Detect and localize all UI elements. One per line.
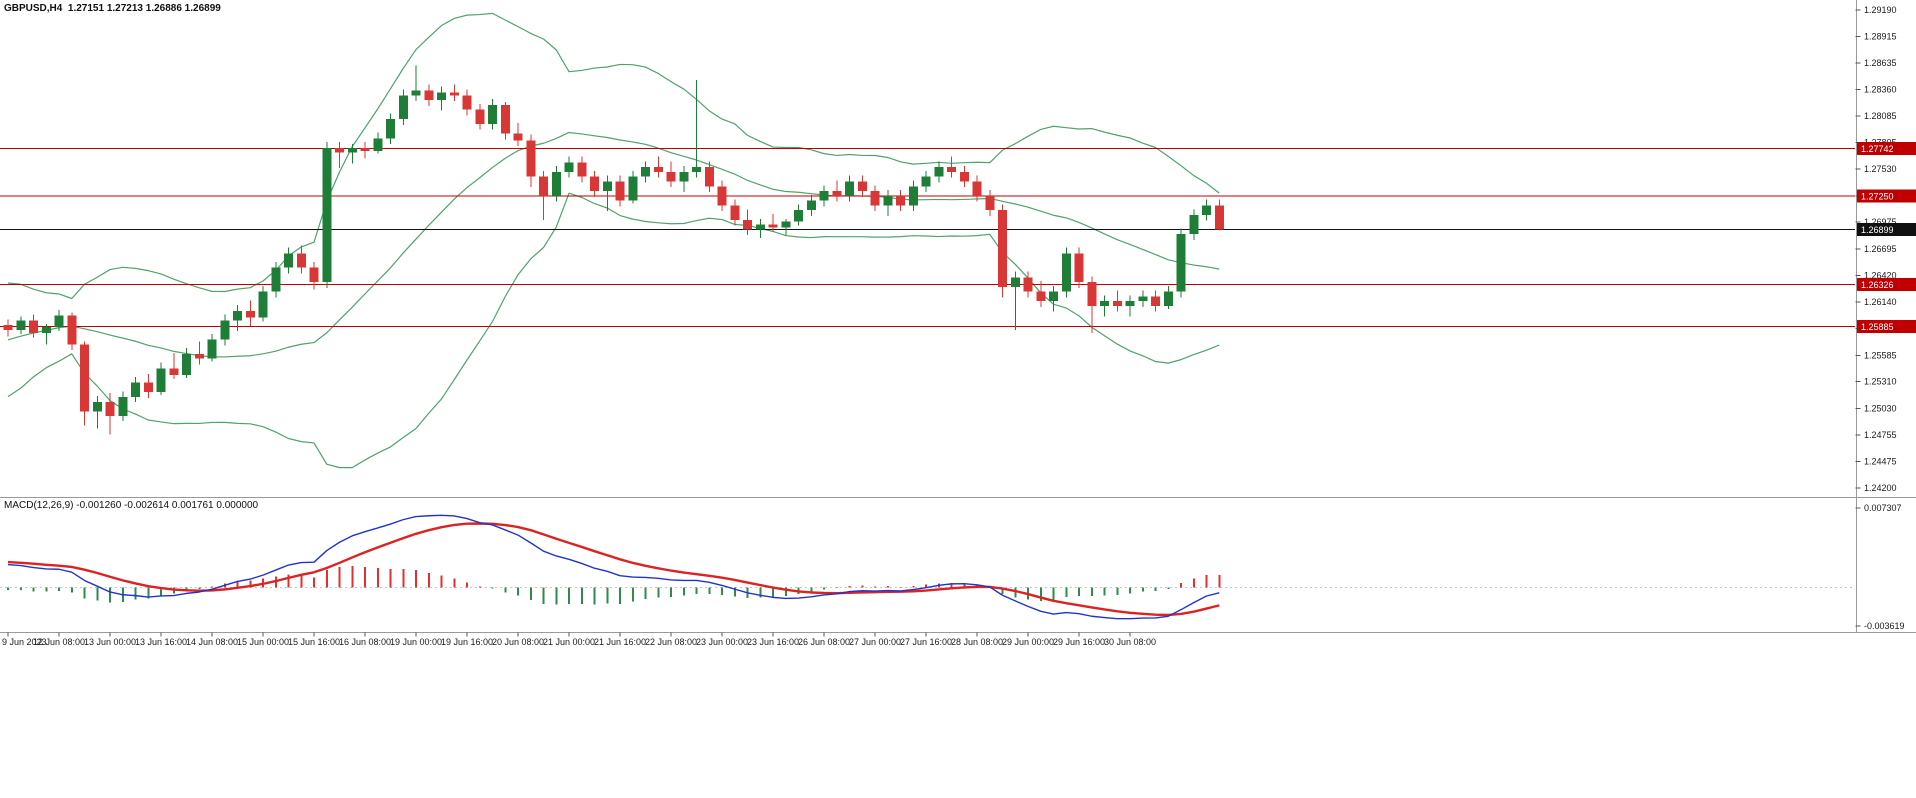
- price-axis[interactable]: [1856, 0, 1916, 632]
- svg-text:1.24200: 1.24200: [1864, 483, 1897, 493]
- svg-text:1.26695: 1.26695: [1864, 244, 1897, 254]
- svg-text:23 Jun 16:00: 23 Jun 16:00: [747, 637, 799, 647]
- svg-text:13 Jun 16:00: 13 Jun 16:00: [135, 637, 187, 647]
- svg-text:1.25885: 1.25885: [1861, 322, 1894, 332]
- svg-text:15 Jun 00:00: 15 Jun 00:00: [237, 637, 289, 647]
- svg-text:13 Jun 00:00: 13 Jun 00:00: [84, 637, 136, 647]
- svg-text:22 Jun 08:00: 22 Jun 08:00: [645, 637, 697, 647]
- svg-text:1.25585: 1.25585: [1864, 350, 1897, 360]
- macd-indicator-label: MACD(12,26,9) -0.001260 -0.002614 0.0017…: [4, 500, 259, 511]
- svg-text:1.25310: 1.25310: [1864, 377, 1897, 387]
- svg-text:0.007307: 0.007307: [1864, 503, 1902, 513]
- time-axis[interactable]: [0, 632, 1856, 650]
- svg-text:29 Jun 16:00: 29 Jun 16:00: [1053, 637, 1105, 647]
- svg-text:1.28085: 1.28085: [1864, 111, 1897, 121]
- svg-text:12 Jun 08:00: 12 Jun 08:00: [33, 637, 85, 647]
- svg-text:30 Jun 08:00: 30 Jun 08:00: [1104, 637, 1156, 647]
- svg-text:27 Jun 16:00: 27 Jun 16:00: [900, 637, 952, 647]
- svg-text:9 Jun 2023: 9 Jun 2023: [2, 637, 47, 647]
- svg-text:23 Jun 00:00: 23 Jun 00:00: [696, 637, 748, 647]
- svg-text:1.27742: 1.27742: [1861, 144, 1894, 154]
- svg-text:1.27250: 1.27250: [1861, 191, 1894, 201]
- svg-text:20 Jun 08:00: 20 Jun 08:00: [492, 637, 544, 647]
- svg-text:21 Jun 16:00: 21 Jun 16:00: [594, 637, 646, 647]
- svg-text:1.26326: 1.26326: [1861, 280, 1894, 290]
- svg-text:1.28360: 1.28360: [1864, 85, 1897, 95]
- svg-text:1.27530: 1.27530: [1864, 164, 1897, 174]
- svg-text:14 Jun 08:00: 14 Jun 08:00: [186, 637, 238, 647]
- svg-text:16 Jun 08:00: 16 Jun 08:00: [339, 637, 391, 647]
- svg-text:26 Jun 08:00: 26 Jun 08:00: [798, 637, 850, 647]
- svg-text:1.26420: 1.26420: [1864, 270, 1897, 280]
- svg-text:1.29190: 1.29190: [1864, 5, 1897, 15]
- svg-text:15 Jun 16:00: 15 Jun 16:00: [288, 637, 340, 647]
- svg-text:21 Jun 00:00: 21 Jun 00:00: [543, 637, 595, 647]
- svg-text:1.26140: 1.26140: [1864, 297, 1897, 307]
- svg-text:19 Jun 00:00: 19 Jun 00:00: [390, 637, 442, 647]
- svg-text:29 Jun 00:00: 29 Jun 00:00: [1002, 637, 1054, 647]
- svg-text:1.28915: 1.28915: [1864, 31, 1897, 41]
- svg-text:-0.003619: -0.003619: [1864, 621, 1905, 631]
- svg-text:19 Jun 16:00: 19 Jun 16:00: [441, 637, 493, 647]
- svg-text:28 Jun 08:00: 28 Jun 08:00: [951, 637, 1003, 647]
- svg-text:1.24755: 1.24755: [1864, 430, 1897, 440]
- svg-text:1.25030: 1.25030: [1864, 403, 1897, 413]
- svg-text:1.28635: 1.28635: [1864, 58, 1897, 68]
- svg-text:27 Jun 00:00: 27 Jun 00:00: [849, 637, 901, 647]
- chart-ohlc-title: GBPUSD,H4 1.27151 1.27213 1.26886 1.2689…: [4, 3, 221, 14]
- svg-text:1.26975: 1.26975: [1864, 217, 1897, 227]
- svg-text:1.26899: 1.26899: [1861, 225, 1894, 235]
- svg-text:1.24475: 1.24475: [1864, 457, 1897, 467]
